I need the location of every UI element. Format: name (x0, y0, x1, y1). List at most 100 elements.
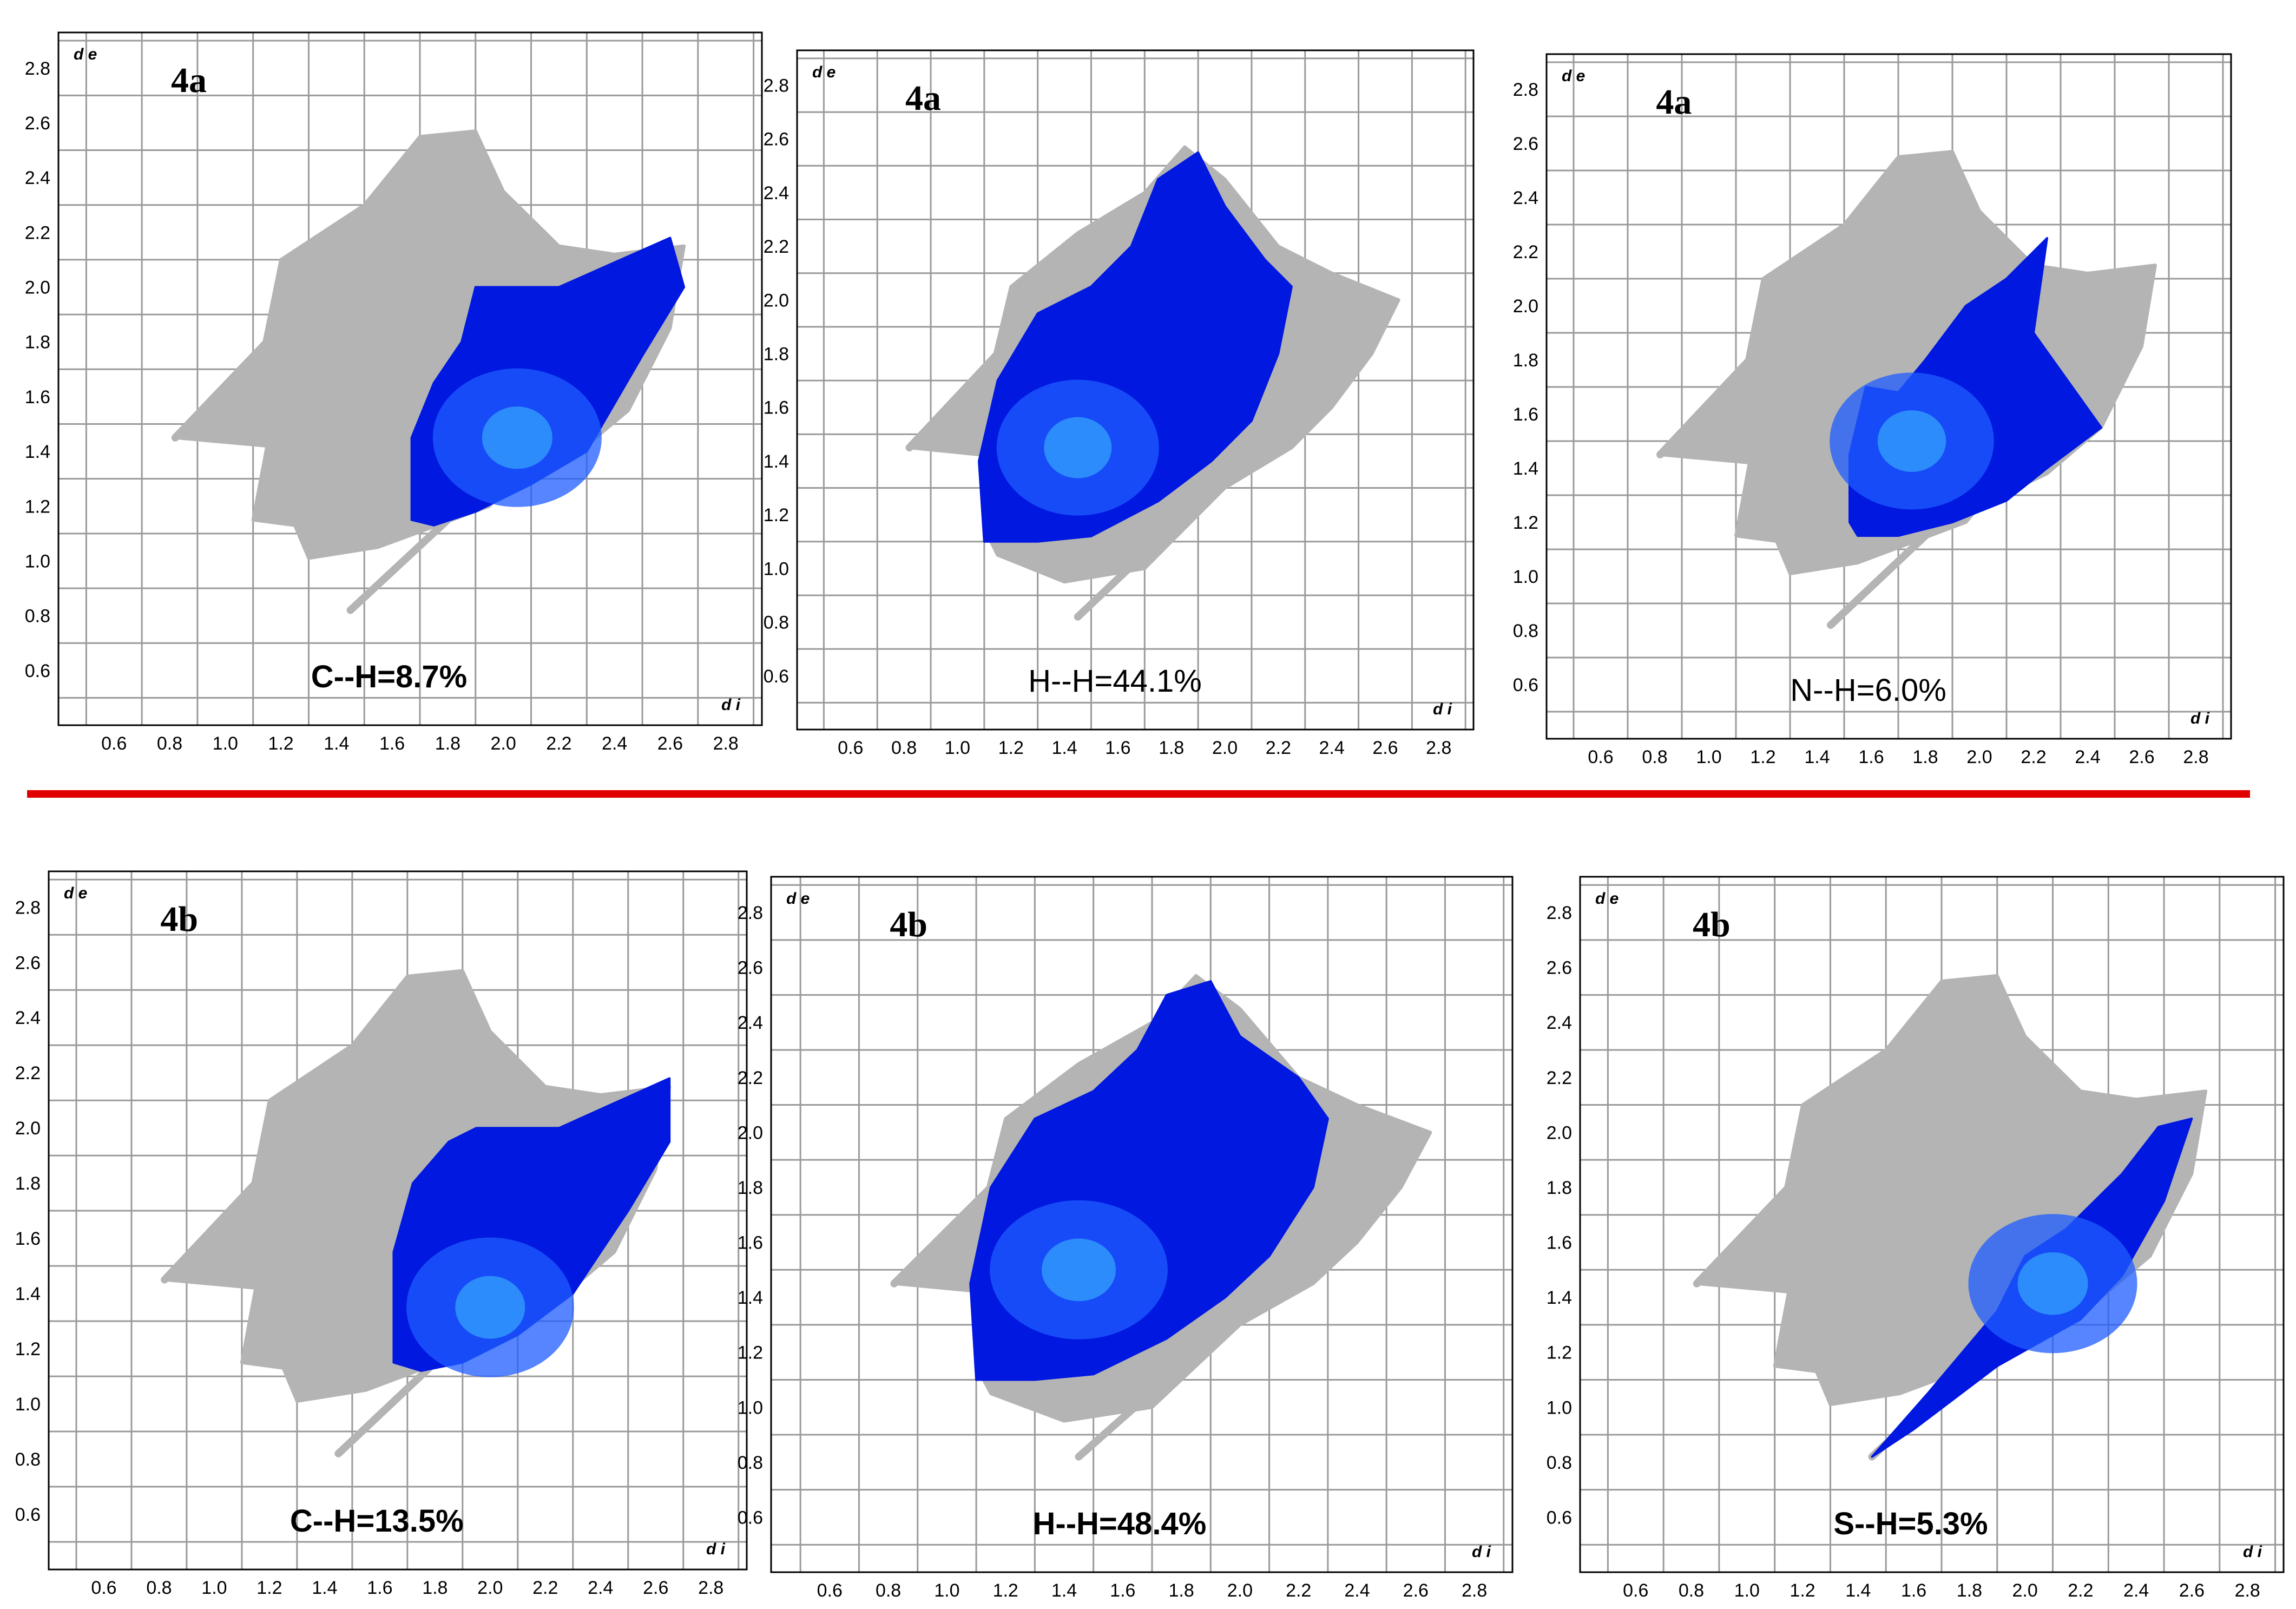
y-tick-label: 2.2 (764, 237, 789, 257)
x-tick-label: 0.6 (838, 738, 863, 758)
fingerprint-spike (1693, 1183, 1793, 1288)
y-axis-label: d e (1595, 890, 1619, 908)
y-tick-label: 1.2 (738, 1343, 763, 1363)
x-tick-label: 1.6 (1858, 747, 1884, 767)
plot-frame (770, 876, 1514, 1573)
x-tick-label: 1.2 (256, 1578, 282, 1598)
x-axis-label: d i (706, 1540, 726, 1558)
y-tick-label: 2.4 (764, 183, 789, 203)
y-tick-label: 0.8 (764, 613, 789, 633)
plot-frame (1545, 53, 2232, 740)
y-tick-label: 2.6 (1547, 958, 1572, 978)
x-tick-label: 1.8 (1159, 738, 1184, 758)
y-tick-label: 0.8 (15, 1449, 41, 1470)
fingerprint-spike (334, 1358, 439, 1457)
x-tick-label: 0.8 (157, 733, 182, 754)
contribution-label: H--H=44.1% (1028, 664, 1202, 699)
x-tick-label: 0.8 (1642, 747, 1667, 767)
fingerprint-spike (890, 1183, 995, 1288)
plot-frame (1579, 876, 2285, 1573)
y-tick-label: 1.6 (15, 1229, 41, 1249)
x-tick-label: 2.6 (1372, 738, 1398, 758)
y-tick-label: 1.4 (738, 1288, 763, 1308)
x-tick-label: 2.8 (1462, 1580, 1487, 1601)
x-tick-label: 1.4 (312, 1578, 337, 1598)
x-tick-label: 2.0 (1212, 738, 1238, 758)
x-tick-label: 2.0 (477, 1578, 503, 1598)
x-axis-label: d i (1433, 700, 1452, 718)
x-tick-label: 2.0 (491, 733, 516, 754)
fingerprint-spike (1656, 356, 1753, 458)
panel-tag: 4b (160, 899, 198, 939)
fingerprint-spike (1074, 524, 1175, 621)
x-axis-label: d i (2243, 1543, 2262, 1561)
y-tick-label: 2.8 (738, 903, 763, 923)
y-tick-label: 0.6 (1513, 675, 1538, 695)
y-tick-label: 2.4 (15, 1008, 41, 1028)
fingerprint-spike (1827, 532, 1929, 629)
y-tick-label: 2.2 (25, 222, 50, 243)
y-tick-label: 2.0 (15, 1118, 41, 1139)
x-tick-label: 2.8 (1426, 738, 1451, 758)
fingerprint-plot-4: 0.6 0.8 1.0 1.2 1.4 1.6 1.8 2.0 2.2 2.4 2.6 2.8 0.6 0… (15, 870, 748, 1598)
y-tick-label: 2.6 (738, 958, 763, 978)
x-tick-label: 2.2 (1266, 738, 1291, 758)
y-tick-label: 2.8 (15, 897, 41, 918)
fingerprint-spike (171, 338, 271, 442)
x-tick-label: 0.8 (891, 738, 917, 758)
contact-region-hotspot (1044, 417, 1112, 478)
x-tick-label: 2.2 (2021, 747, 2046, 767)
x-tick-label: 2.2 (532, 1578, 558, 1598)
y-tick-label: 2.0 (764, 290, 789, 311)
fingerprint-panels: 0.6 0.8 1.0 1.2 1.4 1.6 1.8 2.0 2.2 2.4 2.6 2.8 0.6 0… (15, 31, 2285, 1601)
x-axis-label: d i (1472, 1543, 1491, 1561)
x-axis-label: d i (721, 696, 741, 714)
fingerprint-spike (346, 516, 452, 614)
panel-tag: 4b (1693, 905, 1731, 944)
y-tick-label: 2.6 (764, 129, 789, 150)
x-tick-label: 2.4 (2075, 747, 2100, 767)
y-tick-label: 2.6 (25, 113, 50, 134)
y-tick-label: 1.6 (738, 1233, 763, 1253)
x-tick-label: 1.4 (1051, 1580, 1077, 1601)
x-tick-label: 2.4 (2123, 1580, 2149, 1601)
contact-region-hotspot (482, 406, 552, 469)
x-tick-label: 1.0 (201, 1578, 227, 1598)
x-tick-label: 2.2 (546, 733, 571, 754)
x-axis-label: d i (2190, 710, 2210, 727)
x-tick-label: 1.0 (945, 738, 970, 758)
contribution-label: C--H=8.7% (311, 659, 467, 694)
panel-tag: 4a (171, 61, 207, 100)
plot-frame (796, 49, 1475, 731)
grid (1547, 54, 2231, 739)
contribution-label: S--H=5.3% (1833, 1506, 1988, 1541)
y-tick-label: 1.6 (764, 398, 789, 418)
x-tick-label: 1.2 (1750, 747, 1775, 767)
y-tick-label: 1.8 (1547, 1178, 1572, 1198)
x-tick-label: 0.8 (146, 1578, 172, 1598)
y-tick-label: 1.4 (764, 451, 789, 472)
y-tick-label: 1.8 (25, 332, 50, 353)
x-tick-label: 2.4 (1319, 738, 1345, 758)
x-tick-label: 2.6 (2179, 1580, 2205, 1601)
y-tick-label: 1.8 (738, 1178, 763, 1198)
x-tick-label: 2.2 (2068, 1580, 2093, 1601)
fingerprint-plot-5: 0.6 0.8 1.0 1.2 1.4 1.6 1.8 2.0 2.2 2.4 2.6 2.8 0.6 0… (738, 876, 1514, 1601)
y-tick-label: 2.8 (1547, 903, 1572, 923)
x-tick-label: 0.6 (1623, 1580, 1648, 1601)
x-tick-label: 1.2 (1790, 1580, 1815, 1601)
x-tick-label: 1.6 (1901, 1580, 1926, 1601)
y-tick-label: 0.6 (1547, 1507, 1572, 1528)
y-tick-label: 1.0 (15, 1394, 41, 1415)
y-tick-label: 2.4 (25, 168, 50, 188)
y-tick-label: 1.0 (1547, 1397, 1572, 1418)
fingerprint-spike (161, 1179, 260, 1284)
contact-region-hotspot (2017, 1252, 2088, 1315)
x-tick-label: 1.8 (1912, 747, 1938, 767)
y-tick-label: 0.8 (25, 606, 50, 627)
contribution-label: N--H=6.0% (1790, 673, 1946, 708)
x-tick-label: 1.4 (1845, 1580, 1871, 1601)
fingerprint-spike (905, 350, 1002, 452)
x-tick-label: 1.8 (422, 1578, 448, 1598)
x-tick-label: 2.4 (588, 1578, 613, 1598)
